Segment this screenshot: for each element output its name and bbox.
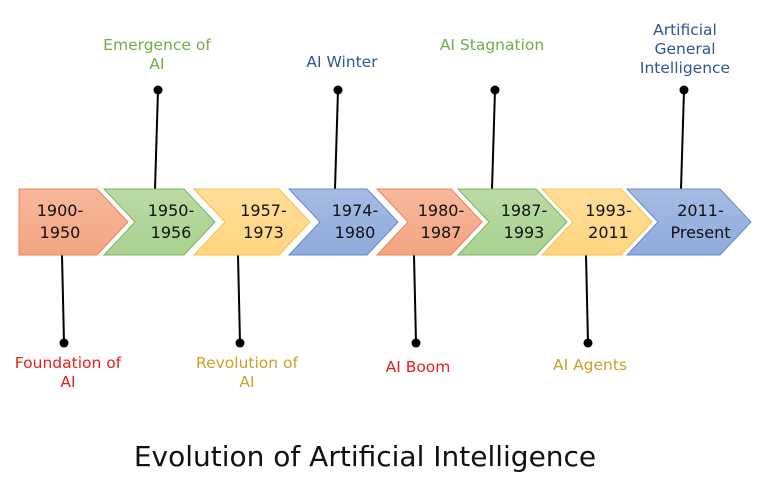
period-chevron xyxy=(287,188,399,256)
period-label: 1993- 2011 xyxy=(569,200,649,244)
connector-line xyxy=(61,254,65,344)
connector-line xyxy=(413,254,417,344)
period-line: 2011- xyxy=(677,201,724,220)
milestone-label: AI Stagnation xyxy=(439,36,545,54)
pin-dot xyxy=(153,85,163,95)
period-line: 1957- xyxy=(240,201,287,220)
pin-dot xyxy=(235,338,245,348)
milestone-label: Revolution of AI xyxy=(196,354,298,391)
pin-dot xyxy=(411,338,421,348)
period-chevron xyxy=(375,188,483,256)
milestone-label: Emergence of AI xyxy=(103,36,211,73)
pin-dot xyxy=(583,338,593,348)
connector-line xyxy=(154,89,159,190)
period-line: 1974- xyxy=(331,201,379,220)
period-line: 1956 xyxy=(150,223,192,242)
period-line: 1900- xyxy=(36,201,84,220)
period-line: 1950- xyxy=(147,201,195,220)
period-line: 1980 xyxy=(334,223,376,242)
milestone-label: Foundation of AI xyxy=(14,354,122,391)
period-line: 1993- xyxy=(585,201,632,220)
period-label: 1987- 1993 xyxy=(484,200,564,244)
period-line: 1987- xyxy=(500,201,548,220)
period-line: 1950 xyxy=(39,223,81,242)
period-chevron xyxy=(540,188,653,256)
milestone-label: AI Agents xyxy=(552,356,628,374)
period-chevron xyxy=(456,188,568,256)
pin-dot xyxy=(679,85,689,95)
period-label: 1974- 1980 xyxy=(315,200,395,244)
period-label: 1900- 1950 xyxy=(20,200,100,244)
period-label: 2011- Present xyxy=(661,200,741,244)
period-line: Present xyxy=(670,223,731,242)
period-line: 2011 xyxy=(588,223,629,242)
period-line: 1973 xyxy=(243,223,284,242)
diagram-title: Evolution of Artificial Intelligence xyxy=(133,440,597,473)
connector-line xyxy=(680,89,685,190)
milestone-label: Artificial General Intelligence xyxy=(639,21,731,77)
period-line: 1980- xyxy=(417,201,465,220)
period-label: 1980- 1987 xyxy=(401,200,481,244)
period-label: 1957- 1973 xyxy=(224,200,304,244)
period-chevron xyxy=(192,188,311,256)
period-line: 1987 xyxy=(420,223,462,242)
connector-line xyxy=(334,89,339,190)
period-chevron xyxy=(102,188,216,256)
connector-line xyxy=(237,254,241,344)
period-chevron xyxy=(625,188,752,256)
period-line: 1993 xyxy=(503,223,545,242)
connector-line xyxy=(491,89,496,190)
milestone-label: AI Winter xyxy=(306,53,378,71)
milestone-label: AI Boom xyxy=(385,358,451,376)
pin-dot xyxy=(59,338,69,348)
period-label: 1950- 1956 xyxy=(131,200,211,244)
pin-dot xyxy=(333,85,343,95)
connector-line xyxy=(585,254,589,344)
pin-dot xyxy=(490,85,500,95)
period-chevron xyxy=(18,188,129,256)
